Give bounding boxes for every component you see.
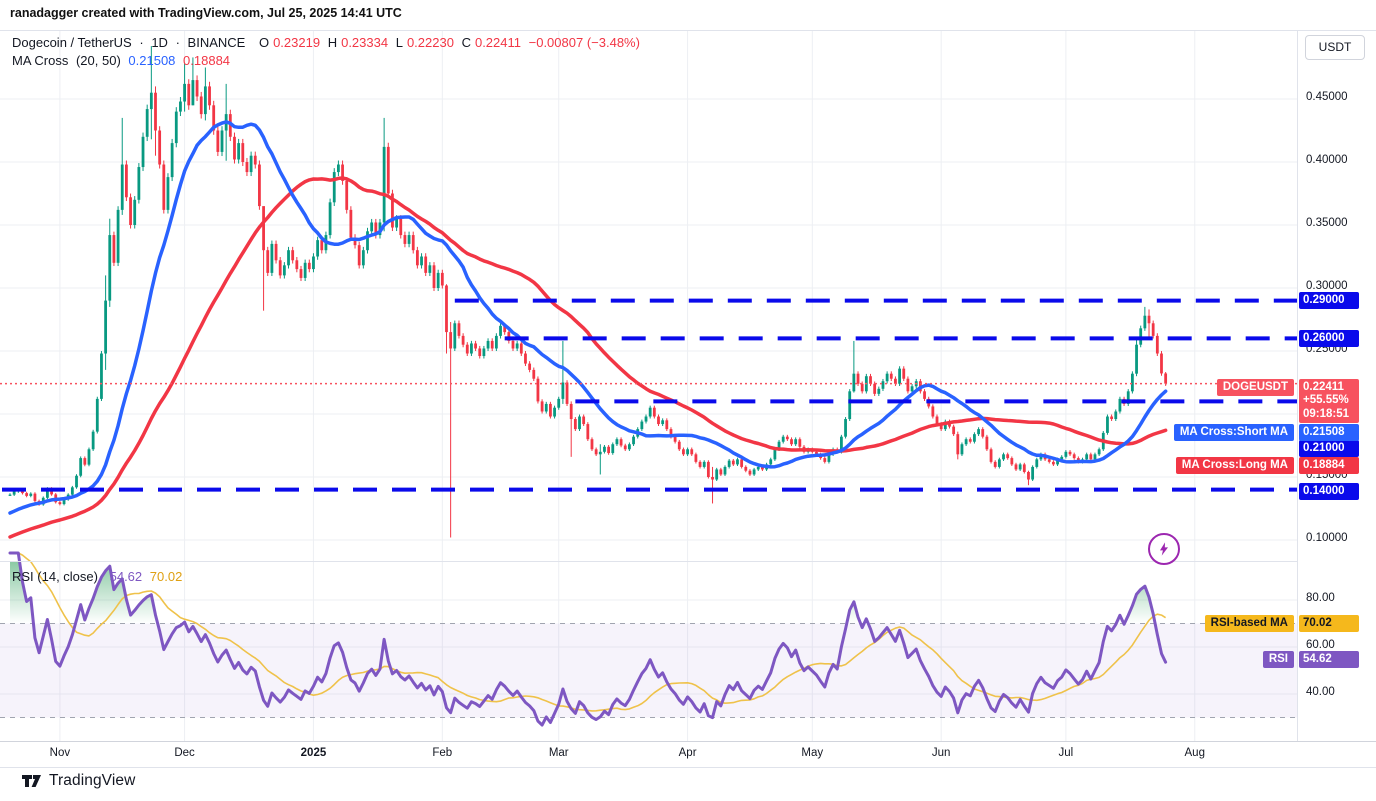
open-label: O	[258, 35, 270, 50]
separator-dot: ·	[175, 35, 180, 50]
rsi-indicator-name: RSI (14, close)	[12, 569, 98, 584]
legend-indicator-row[interactable]: MA Cross (20, 50) 0.21508 0.18884	[12, 53, 644, 68]
rsi-ma-value: 70.02	[149, 569, 183, 584]
level-price-badge: 0.14000	[1299, 483, 1359, 501]
long-ma-value: 0.18884	[183, 53, 231, 68]
close-label: C	[461, 35, 471, 50]
last-price-badge: 0.22411 +55.55% 09:18:51	[1299, 378, 1359, 424]
rsi-ma-label: RSI-based MA	[1204, 614, 1294, 632]
price-tick-label: 0.45000	[1306, 91, 1348, 103]
price-chart-canvas[interactable]	[0, 31, 1297, 741]
time-axis-label-Apr: Apr	[678, 747, 697, 759]
open-value: 0.23219	[273, 35, 321, 50]
short-ma-value: 0.21508	[128, 53, 176, 68]
level-price-badge: 0.26000	[1299, 329, 1359, 347]
time-axis-label-Nov: Nov	[49, 747, 71, 759]
rsi-value-badge: 54.62	[1299, 651, 1359, 669]
long-ma-price-badge: 0.18884	[1299, 456, 1359, 474]
price-tick-label: 0.40000	[1306, 154, 1348, 166]
tradingview-logo[interactable]: TradingView	[22, 772, 135, 790]
time-axis-label-Aug: Aug	[1184, 747, 1205, 759]
short-ma-label: MA Cross:Short MA	[1173, 424, 1294, 442]
rsi-ma-value-badge: 70.02	[1299, 614, 1359, 632]
time-axis-label-Jul: Jul	[1058, 747, 1074, 759]
candles-layer	[8, 46, 1168, 539]
interval-label: 1D	[151, 35, 168, 50]
price-levels-layer	[0, 298, 1297, 492]
price-tick-label: 0.30000	[1306, 280, 1348, 292]
separator-dot: ·	[139, 35, 144, 50]
price-tick-label: 0.35000	[1306, 217, 1348, 229]
price-tick-label: 0.10000	[1306, 532, 1348, 544]
time-axis-label-Jun: Jun	[931, 747, 951, 759]
price-axis[interactable]: USDT 0.45000 0.40000 0.35000 0.30000 0.25000…	[1297, 31, 1376, 741]
chart-area[interactable]: Dogecoin / TetherUS · 1D · BINANCE O 0.23…	[0, 30, 1376, 768]
low-label: L	[395, 35, 403, 50]
rsi-layer	[0, 551, 1297, 727]
tradingview-icon	[22, 775, 41, 787]
currency-toggle-button[interactable]: USDT	[1305, 35, 1365, 60]
indicator-name: MA Cross	[12, 53, 69, 68]
exchange-label: BINANCE	[187, 35, 246, 50]
pane-divider[interactable]	[0, 561, 1297, 562]
long-ma-label: MA Cross:Long MA	[1175, 456, 1294, 474]
lightning-icon	[1160, 542, 1168, 556]
lightning-button[interactable]	[1148, 533, 1180, 565]
symbol-title: Dogecoin / TetherUS	[12, 35, 132, 50]
rsi-label: RSI	[1262, 651, 1294, 669]
rsi-tick-label: 80.00	[1306, 592, 1335, 604]
high-value: 0.23334	[341, 35, 389, 50]
gridlines	[0, 31, 1297, 741]
rsi-value: 54.62	[109, 569, 143, 584]
time-axis-label-Mar: Mar	[548, 747, 569, 759]
short-ma-price-badge: 0.21508	[1299, 424, 1359, 442]
change-value: −0.00807 (−3.48%)	[528, 35, 640, 50]
rsi-legend[interactable]: RSI (14, close) 54.62 70.02	[12, 569, 186, 587]
time-axis-label-May: May	[801, 747, 824, 759]
indicator-params: (20, 50)	[75, 53, 121, 68]
tradingview-brand-text: TradingView	[49, 772, 136, 789]
time-axis-label-2025: 2025	[300, 747, 327, 759]
low-value: 0.22230	[406, 35, 454, 50]
close-value: 0.22411	[474, 35, 521, 50]
time-axis-label-Dec: Dec	[174, 747, 195, 759]
high-label: H	[327, 35, 338, 50]
rsi-tick-label: 40.00	[1306, 686, 1335, 698]
level-price-badge: 0.29000	[1299, 292, 1359, 310]
legend-symbol-row[interactable]: Dogecoin / TetherUS · 1D · BINANCE O 0.23…	[12, 35, 644, 50]
watermark-text: ranadagger created with TradingView.com,…	[10, 6, 402, 20]
time-axis[interactable]: Nov Dec 2025 Feb Mar Apr May Jun Jul Aug	[0, 741, 1376, 768]
level-price-badge: 0.21000	[1299, 439, 1359, 457]
rsi-tick-label: 60.00	[1306, 639, 1335, 651]
symbol-price-label: DOGEUSDT	[1216, 379, 1294, 397]
time-axis-label-Feb: Feb	[432, 747, 453, 759]
main-legend: Dogecoin / TetherUS · 1D · BINANCE O 0.23…	[12, 35, 644, 71]
